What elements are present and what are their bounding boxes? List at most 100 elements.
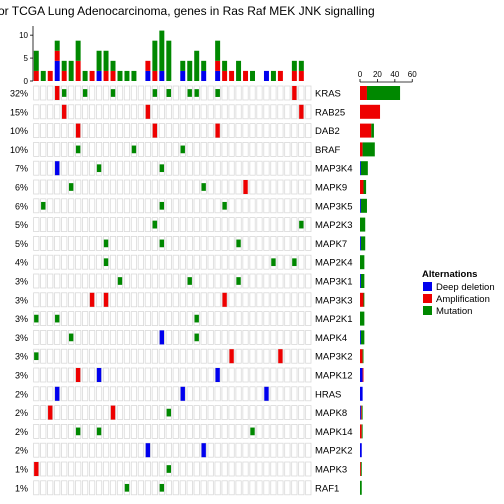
pct-label: 3% [15, 333, 28, 343]
cell [221, 311, 228, 327]
gene-label: MAP2K3 [315, 220, 353, 231]
cell [151, 160, 158, 176]
cell [172, 160, 179, 176]
cell [291, 160, 298, 176]
cell [221, 386, 228, 402]
cell [270, 273, 277, 289]
alteration-mapk14 [96, 427, 102, 436]
cell [186, 160, 193, 176]
cell [277, 160, 284, 176]
side-bar-kras [360, 86, 367, 100]
top-bar-segment [61, 60, 67, 71]
grid-row-mapk7 [33, 236, 312, 251]
cell [298, 160, 305, 176]
cell [305, 329, 312, 345]
cell [242, 141, 249, 157]
cell [40, 386, 47, 402]
top-bar-segment [159, 70, 165, 81]
cell [235, 198, 242, 214]
cell [214, 179, 221, 195]
cell [68, 235, 75, 251]
cell [165, 348, 172, 364]
cell [123, 386, 131, 402]
cell [200, 254, 207, 270]
cell [33, 423, 40, 439]
cell [68, 348, 75, 364]
cell [158, 292, 165, 308]
cell [179, 461, 186, 477]
cell [165, 386, 172, 402]
gene-label: MAP3K5 [315, 201, 353, 212]
cell [137, 329, 145, 345]
side-bar-map3k3 [363, 292, 365, 307]
cell [116, 311, 124, 327]
cell [54, 123, 61, 138]
cell [54, 367, 61, 383]
cell [47, 367, 54, 383]
cell [109, 198, 117, 214]
cell [137, 160, 145, 176]
pct-label: 6% [15, 201, 28, 211]
cell [54, 254, 61, 270]
cell [68, 442, 75, 458]
cell [33, 141, 40, 157]
cell [109, 423, 117, 439]
side-bar-mapk8 [360, 405, 361, 420]
cell [89, 329, 96, 345]
top-bar-segment [229, 70, 235, 81]
cell [47, 480, 54, 496]
cell [165, 292, 172, 308]
cell [256, 254, 263, 270]
cell [40, 123, 47, 138]
cell [242, 292, 249, 308]
alteration-mapk7 [159, 239, 165, 248]
cell [221, 235, 228, 251]
cell [54, 423, 61, 439]
cell [61, 160, 68, 176]
alteration-kras [62, 89, 67, 97]
top-bar-segment [117, 70, 123, 81]
top-bar-segment [263, 70, 269, 81]
cell [123, 254, 131, 270]
cell [305, 405, 312, 421]
cell [151, 104, 158, 120]
cell [277, 423, 284, 439]
side-bar-map3k4 [360, 161, 368, 176]
cell [235, 254, 242, 270]
cell [207, 179, 214, 195]
cell [165, 179, 172, 195]
top-bar-segment [110, 70, 116, 81]
alteration-mapk9 [243, 180, 248, 194]
cell [40, 235, 47, 251]
cell [277, 235, 284, 251]
cell [109, 104, 117, 120]
cell [137, 348, 145, 364]
cell [270, 311, 277, 327]
cell [116, 123, 124, 138]
cell [284, 329, 291, 345]
cell [242, 480, 249, 496]
cell [89, 217, 96, 233]
cell [102, 311, 110, 327]
cell [228, 104, 235, 120]
cell [179, 179, 186, 195]
cell [40, 254, 47, 270]
cell [291, 329, 298, 345]
cell [40, 292, 47, 308]
cell [137, 104, 145, 120]
cell [291, 198, 298, 214]
cell [214, 273, 221, 289]
cell [144, 348, 151, 364]
cell [130, 442, 138, 458]
alteration-rab25 [62, 104, 67, 119]
cell [172, 405, 179, 421]
cell [33, 292, 40, 308]
cell [68, 480, 75, 496]
alteration-mapk4 [159, 330, 165, 345]
alteration-map3k5 [222, 201, 227, 210]
cell [270, 292, 277, 308]
cell [298, 367, 305, 383]
cell [249, 367, 256, 383]
cell [172, 480, 179, 496]
alteration-map3k3 [103, 292, 109, 307]
